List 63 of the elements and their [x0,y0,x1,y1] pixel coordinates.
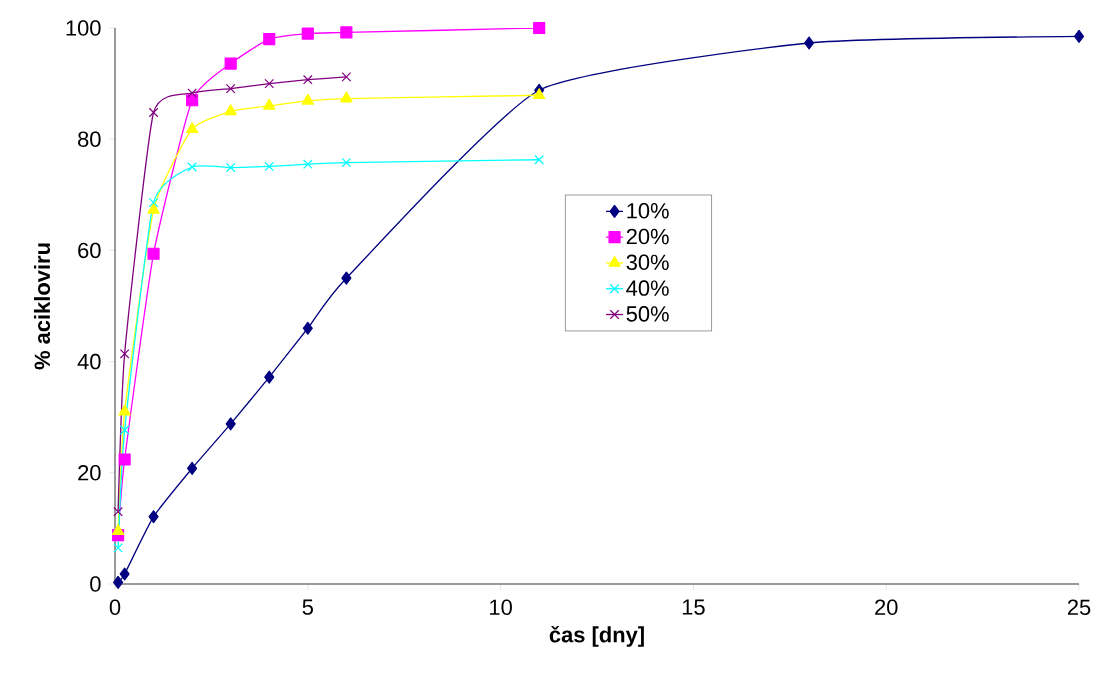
legend-label: 50% [626,306,669,322]
point [302,321,313,335]
point [1073,29,1085,43]
y-tick-label: 0 [90,576,101,592]
point [264,78,275,89]
legend-label: 40% [626,280,669,296]
point [148,107,159,118]
legend-label: 30% [626,254,669,271]
point [340,91,353,103]
x-tick-label: 20 [875,599,898,616]
point [263,98,276,110]
point [113,575,124,589]
point [302,74,313,85]
point [119,425,130,435]
point [148,510,159,524]
point [263,33,276,46]
x-axis-title: čas [dny] [549,625,644,647]
point [532,88,546,100]
point [187,461,198,475]
point [264,370,275,384]
point [341,72,352,82]
x-tick-label: 5 [302,599,313,615]
point [147,202,160,214]
point [340,26,353,39]
point [119,348,130,359]
point [341,271,352,285]
point [225,83,236,94]
point [185,122,199,134]
y-tick-label: 80 [78,131,101,147]
point [148,197,159,208]
point [113,506,123,517]
point [119,567,130,581]
point [186,94,199,107]
point [224,57,237,70]
x-tick-label: 15 [682,599,705,615]
point [225,162,236,173]
point [225,417,236,431]
point [301,93,315,105]
point [301,27,314,40]
legend-label: 10% [627,202,669,219]
legend-label: 20% [626,228,669,245]
y-tick-label: 40 [77,353,101,370]
x-tick-label: 10 [490,599,512,616]
y-tick-label: 20 [78,465,101,481]
point [118,453,131,466]
y-axis-title: % acikloviru [33,243,51,370]
point [302,159,313,170]
point [111,524,125,536]
point [224,104,237,116]
point [264,161,275,172]
point [147,247,160,260]
y-tick-label: 100 [66,20,101,36]
point [187,88,197,98]
x-tick-label: 25 [1067,599,1091,616]
point [533,21,546,35]
point [534,154,544,165]
point [804,36,815,50]
point [187,162,197,172]
point [118,404,131,416]
point [113,543,123,553]
y-tick-label: 60 [78,242,101,259]
x-tick-label: 0 [109,599,121,616]
point [341,157,352,168]
